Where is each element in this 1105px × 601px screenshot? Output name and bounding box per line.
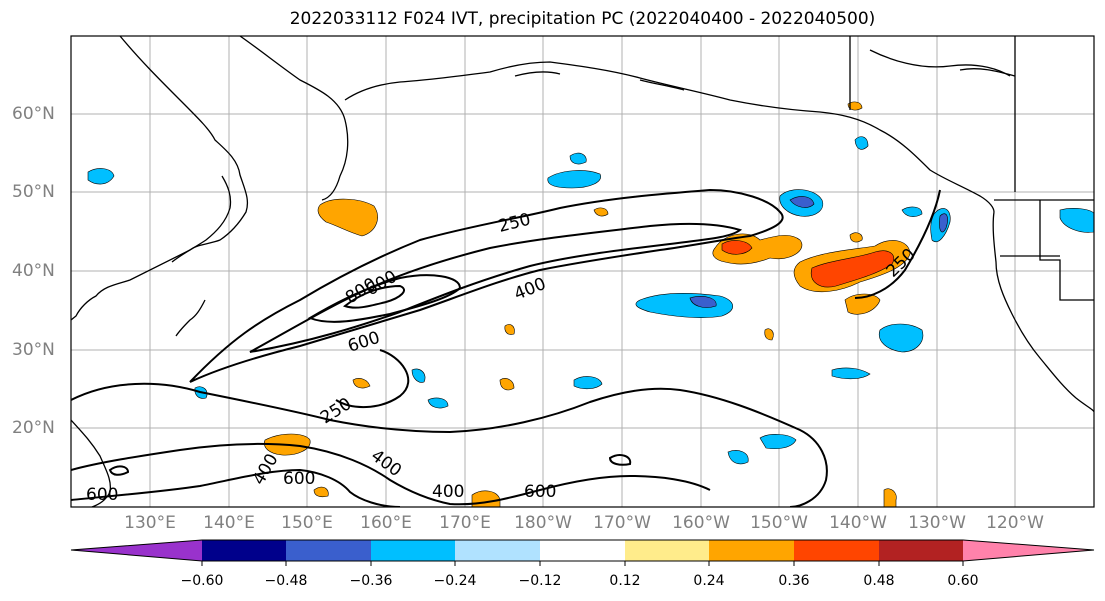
colorbar-swatch: [540, 540, 625, 561]
colorbar-swatch: [286, 540, 371, 561]
lon-label: 140°E: [203, 513, 255, 533]
colorbar-swatch: [963, 540, 1094, 561]
lon-label: 130°W: [908, 513, 966, 533]
colorbar-tick-label: 0.36: [778, 573, 810, 589]
colorbar-swatch: [879, 540, 963, 561]
colorbar-tick-label: 0.48: [863, 573, 895, 589]
colorbar-swatch: [709, 540, 794, 561]
lon-label: 170°E: [439, 513, 491, 533]
lat-label: 40°N: [12, 261, 55, 281]
positive-precip-patches: [264, 101, 911, 507]
lon-label: 150°W: [750, 513, 808, 533]
lon-label: 150°E: [281, 513, 333, 533]
colorbar-tick-label: 0.24: [693, 573, 725, 589]
lon-label: 140°W: [829, 513, 887, 533]
contour-label: 400: [432, 482, 464, 502]
colorbar-swatch: [371, 540, 455, 561]
ivt-contours: [71, 188, 941, 507]
contour-label: 600: [86, 485, 118, 505]
colorbar-swatch: [794, 540, 879, 561]
colorbar-swatch: [71, 540, 202, 561]
colorbar-swatch: [625, 540, 709, 561]
lat-label: 50°N: [12, 182, 55, 202]
colorbar-tick-label: −0.60: [180, 573, 224, 589]
lon-label: 170°W: [593, 513, 651, 533]
colorbar-tick-label: −0.36: [349, 573, 393, 589]
coastlines: [71, 36, 1094, 507]
map-title: 2022033112 F024 IVT, precipitation PC (2…: [289, 9, 876, 29]
colorbar: [70, 539, 1095, 566]
lon-label: 160°E: [360, 513, 412, 533]
lat-label: 20°N: [12, 418, 55, 438]
lon-label: 130°E: [124, 513, 176, 533]
lat-label: 60°N: [12, 104, 55, 124]
colorbar-tick-label: −0.48: [264, 573, 308, 589]
colorbar-swatch: [202, 540, 286, 561]
lon-label: 120°W: [986, 513, 1044, 533]
lat-label: 30°N: [12, 340, 55, 360]
contour-label: 600: [524, 482, 556, 502]
colorbar-tick-label: 0.60: [947, 573, 979, 589]
colorbar-tick-label: 0.12: [609, 573, 641, 589]
negative-precip-patches: [87, 136, 1094, 465]
map-area: [71, 36, 1094, 507]
contour-label: 600: [283, 469, 315, 489]
map-frame: [70, 35, 1095, 508]
lon-label: 160°W: [672, 513, 730, 533]
colorbar-tick-label: −0.24: [433, 573, 477, 589]
colorbar-tick-label: −0.12: [518, 573, 562, 589]
lon-label: 180°W: [514, 513, 572, 533]
colorbar-swatch: [455, 540, 540, 561]
